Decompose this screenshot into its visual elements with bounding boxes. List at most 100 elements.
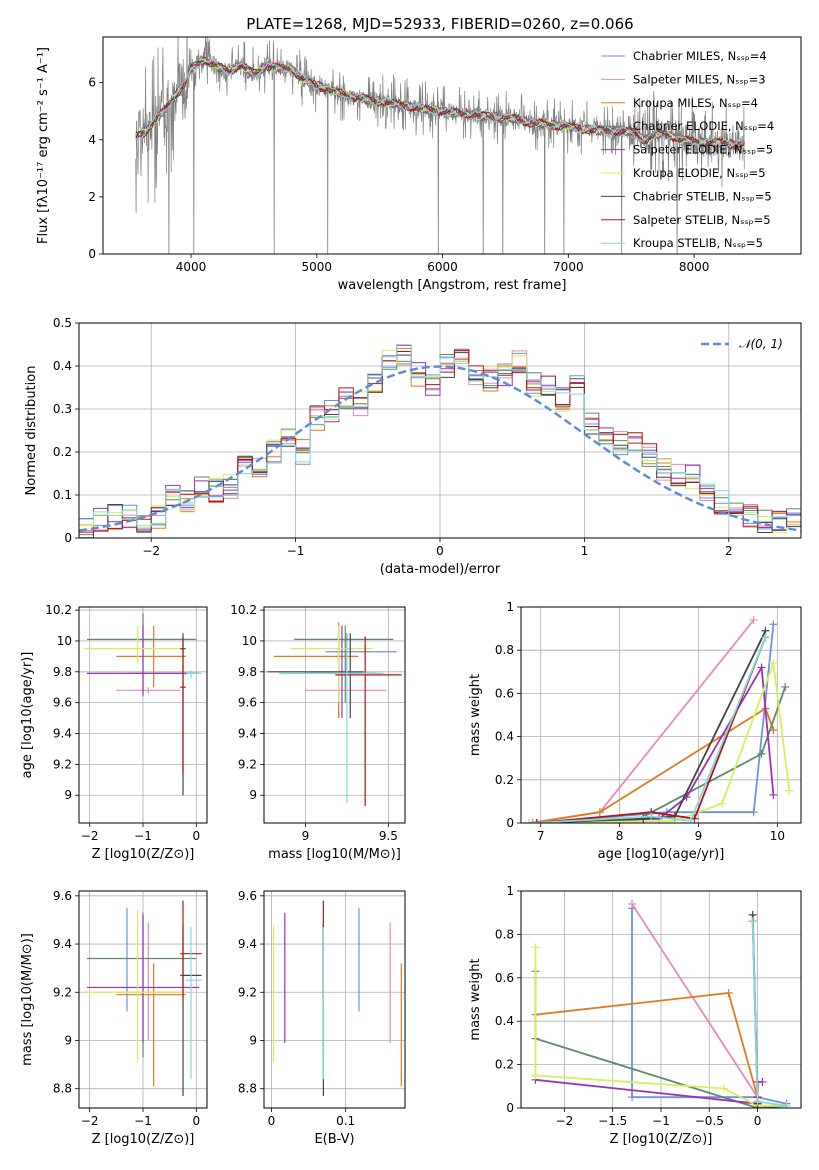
y-tick-label: 9.8 <box>53 665 72 679</box>
x-tick-label: 7 <box>537 829 545 843</box>
y-axis-label: Flux [fλ10⁻¹⁷ erg cm⁻² s⁻¹ A⁻¹] <box>36 47 51 244</box>
y-tick-label: 10.2 <box>230 603 257 617</box>
x-tick-label: −1.5 <box>598 1114 627 1128</box>
y-tick-label: 0.4 <box>495 730 514 744</box>
x-axis-label: Z [log10(Z/Z⊙)] <box>610 1132 713 1147</box>
weight-marker <box>749 615 758 624</box>
weight-marker <box>639 814 648 823</box>
weight-marker <box>761 633 770 642</box>
x-tick-label: 0.1 <box>336 1114 355 1128</box>
weight-marker <box>758 1077 767 1086</box>
y-tick-label: 9.2 <box>53 985 72 999</box>
axes-frame <box>520 606 802 824</box>
x-axis-label: age [log10(age/yr)] <box>598 847 725 862</box>
x-axis-label: Z [log10(Z/Z⊙)] <box>92 847 195 862</box>
y-tick-label: 10 <box>242 634 257 648</box>
weight-marker <box>769 620 778 629</box>
weight-marker <box>628 1093 637 1102</box>
x-tick-label: 1 <box>581 544 589 558</box>
y-tick-label: 9.2 <box>238 757 257 771</box>
y-tick-label: 0 <box>506 816 514 830</box>
weight-marker <box>757 663 766 672</box>
weight-marker <box>531 1071 540 1080</box>
legend-entry: Chabrier ELODIE, Nₛₛₚ=4 <box>633 119 774 133</box>
weight-marker <box>532 819 541 823</box>
legend-entry: Salpeter STELIB, Nₛₛₚ=5 <box>633 213 771 227</box>
residual-plot <box>79 344 801 538</box>
y-tick-label: 9 <box>249 1033 257 1047</box>
y-tick-label: 0.8 <box>495 643 514 657</box>
y-tick-label: 0.2 <box>495 1058 514 1072</box>
y-tick-label: 0.5 <box>53 316 72 330</box>
weight-marker <box>785 786 794 795</box>
weight-plot <box>524 615 794 823</box>
x-tick-label: 10 <box>770 829 785 843</box>
errorbar-plot <box>267 622 402 807</box>
weight-plot <box>531 900 791 1108</box>
spectrum-legend: Chabrier MILES, Nₛₛₚ=4 Salpeter MILES, Nₛ… <box>601 49 774 250</box>
y-tick-label: 0 <box>88 247 96 261</box>
x-tick-label: −1 <box>134 1114 152 1128</box>
weight-marker <box>719 1084 728 1093</box>
y-axis-label: mass weight <box>468 674 483 756</box>
y-tick-label: 9 <box>64 1033 72 1047</box>
x-tick-label: 0 <box>193 829 201 843</box>
x-tick-label: 9 <box>695 829 703 843</box>
y-tick-label: 8.8 <box>53 1082 72 1096</box>
x-axis-label: mass [log10(M/M⊙)] <box>268 847 401 862</box>
axes-frame <box>102 36 802 255</box>
weight-marker <box>757 749 766 758</box>
x-axis-label: E(B-V) <box>314 1132 354 1147</box>
x-tick-label: −2 <box>142 544 160 558</box>
residual-legend: 𝒩(0, 1) <box>701 337 783 351</box>
y-tick-label: 9.6 <box>53 696 72 710</box>
legend-entry: Chabrier STELIB, Nₛₛₚ=5 <box>633 189 772 203</box>
y-tick-label: 1 <box>506 600 514 614</box>
weight-marker <box>753 1097 762 1106</box>
y-tick-label: 6 <box>88 76 96 90</box>
x-axis-label: (data-model)/error <box>380 562 501 577</box>
residual-histogram <box>79 344 801 527</box>
axes-frame <box>78 322 802 539</box>
x-tick-label: 0 <box>436 544 444 558</box>
weight-marker <box>782 1101 791 1108</box>
figure-title: PLATE=1268, MJD=52933, FIBERID=0260, z=0… <box>246 15 633 33</box>
y-tick-label: 9 <box>249 788 257 802</box>
residual-histogram <box>79 350 801 533</box>
axes-spectrum: 4000 5000 6000 7000 8000 0 2 4 6 wavelength [Angs… <box>36 47 709 293</box>
weight-marker <box>749 808 758 817</box>
y-tick-label: 0.8 <box>495 927 514 941</box>
x-tick-label: −2 <box>81 1114 99 1128</box>
x-tick-label: 8 <box>616 829 624 843</box>
weight-series <box>532 707 775 823</box>
x-tick-label: 6000 <box>427 260 458 274</box>
y-tick-label: 0.6 <box>495 686 514 700</box>
x-tick-label: 0 <box>193 1114 201 1128</box>
y-tick-label: 9.4 <box>238 727 257 741</box>
x-tick-label: 9 <box>302 829 310 843</box>
y-axis-label: mass weight <box>468 958 483 1040</box>
y-tick-label: 9.6 <box>238 889 257 903</box>
weight-marker <box>781 682 790 691</box>
y-axis-label: age [log10(age/yr)] <box>20 652 35 779</box>
axes-mass-weight-vs-Z: −2 −1.5 −1 −0.5 0 0 0.2 0.4 0.6 0.8 1 Z [log10(Z/Z⊙… <box>468 884 801 1147</box>
y-tick-label: 9.6 <box>53 889 72 903</box>
y-axis-label: Normed distribution <box>24 366 39 496</box>
weight-marker <box>718 799 727 808</box>
x-tick-label: −1 <box>287 544 305 558</box>
weight-series <box>536 636 767 823</box>
x-tick-label: −1 <box>134 829 152 843</box>
weight-marker <box>748 917 757 926</box>
axes-frame <box>520 890 802 1109</box>
x-tick-label: −1 <box>652 1114 670 1128</box>
y-axis-label: mass [log10(M/M⊙)] <box>20 933 35 1066</box>
y-tick-label: 0 <box>506 1101 514 1115</box>
weight-marker <box>524 819 533 823</box>
y-tick-label: 8.8 <box>238 1082 257 1096</box>
legend-entry: Salpeter ELODIE, Nₛₛₚ=5 <box>633 143 773 157</box>
x-tick-label: 0 <box>268 1114 276 1128</box>
axes-frame <box>263 890 406 1109</box>
weight-marker <box>769 659 778 668</box>
weight-marker <box>647 812 656 821</box>
weight-marker <box>531 943 540 952</box>
